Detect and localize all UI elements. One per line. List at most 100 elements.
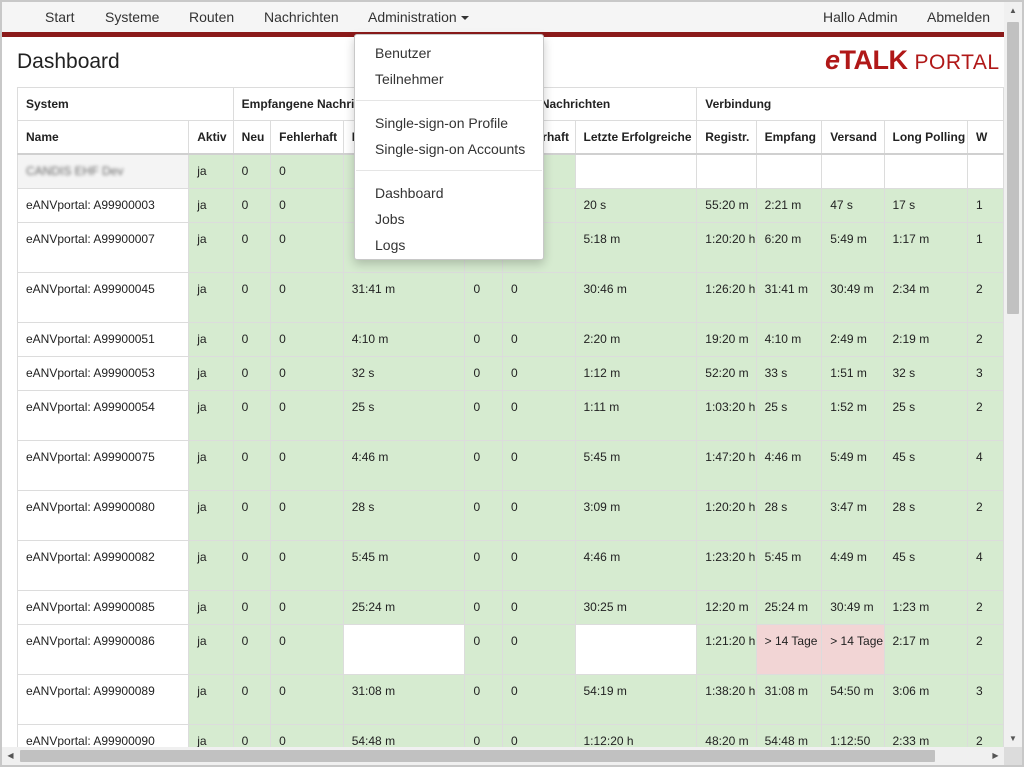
table-cell-e-neu: 0: [232, 272, 272, 323]
arrow-left-icon[interactable]: ◀: [7, 751, 14, 760]
table-cell-e-last: 31:08 m: [342, 674, 466, 725]
table-cell-aktiv: ja: [188, 153, 234, 189]
vertical-scroll-thumb[interactable]: [1007, 22, 1019, 314]
table-cell-name: eANVportal: A99900054: [16, 390, 190, 441]
nav-logout[interactable]: Abmelden: [927, 9, 991, 25]
column-header[interactable]: Fehlerhaft: [270, 120, 344, 155]
table-cell-versand: 5:49 m: [821, 222, 885, 273]
column-header[interactable]: Letzte Erfolgreiche: [574, 120, 698, 155]
menu-item-jobs[interactable]: Jobs: [375, 211, 405, 227]
table-cell-e-last: 28 s: [342, 490, 466, 541]
table-cell-name: eANVportal: A99900089: [16, 674, 190, 725]
table-cell-e-fehl: 0: [270, 540, 344, 591]
table-row: eANVportal: A99900080 ja 0 0 28 s 0 0 3:09 m 1:2…: [16, 490, 1004, 541]
table-cell-long-polling: 2:33 m: [883, 724, 968, 747]
horizontal-scrollbar[interactable]: ◀ ▶: [2, 747, 1004, 765]
table-cell-empfang: 2:21 m: [755, 188, 823, 223]
table-cell-e-fehl: 0: [270, 624, 344, 675]
table-cell-v-neu: 0: [464, 322, 503, 357]
column-header[interactable]: Empfang: [755, 120, 823, 155]
menu-item-sso-accounts[interactable]: Single-sign-on Accounts: [375, 141, 526, 157]
nav-systeme[interactable]: Systeme: [105, 9, 160, 25]
table-cell-w: 1: [967, 188, 1004, 223]
column-header[interactable]: Neu: [232, 120, 272, 155]
menu-item-dashboard[interactable]: Dashboard: [375, 185, 444, 201]
table-cell-v-last: 5:45 m: [574, 440, 698, 491]
table-cell-v-neu: 0: [464, 674, 503, 725]
table-cell-v-neu: 0: [464, 590, 503, 625]
top-navbar: Start Systeme Routen Nachrichten Adminis…: [2, 2, 1004, 37]
column-header[interactable]: W: [967, 120, 1004, 155]
table-cell-versand: 54:50 m: [821, 674, 885, 725]
table-cell-long-polling: 32 s: [883, 356, 968, 391]
table-cell-long-polling: 45 s: [883, 540, 968, 591]
nav-administration[interactable]: Administration: [368, 2, 469, 32]
column-header[interactable]: Aktiv: [188, 120, 234, 155]
table-cell-v-fehl: 0: [501, 322, 576, 357]
column-header[interactable]: Registr.: [696, 120, 757, 155]
table-cell-w: 2: [967, 490, 1004, 541]
arrow-right-icon[interactable]: ▶: [992, 751, 999, 760]
nav-routen[interactable]: Routen: [189, 9, 235, 25]
table-cell-v-last: 30:25 m: [574, 590, 698, 625]
table-row: eANVportal: A99900090 ja 0 0 54:48 m 0 0 1:12:2…: [16, 724, 1004, 747]
table-cell-w: 2: [967, 322, 1004, 357]
table-cell-registr: 48:20 m: [696, 724, 757, 747]
table-cell-e-neu: 0: [232, 540, 272, 591]
column-header[interactable]: Name: [16, 120, 190, 155]
table-cell-v-fehl: 0: [501, 624, 576, 675]
table-cell-w: 2: [967, 624, 1004, 675]
table-cell-e-fehl: 0: [270, 590, 344, 625]
table-cell-e-neu: 0: [232, 153, 272, 189]
table-cell-name: eANVportal: A99900082: [16, 540, 190, 591]
column-group-header: System: [17, 87, 234, 121]
column-group-header: Verbindung: [696, 87, 1004, 121]
table-cell-long-polling: 1:23 m: [883, 590, 968, 625]
table-cell-v-last: [574, 624, 698, 675]
horizontal-scroll-thumb[interactable]: [20, 750, 935, 762]
table-cell-empfang: 4:46 m: [755, 440, 823, 491]
table-cell-versand: 1:52 m: [821, 390, 885, 441]
table-cell-name: eANVportal: A99900053: [16, 356, 190, 391]
table-cell-v-last: 4:46 m: [574, 540, 698, 591]
table-cell-aktiv: ja: [188, 356, 234, 391]
menu-item-logs[interactable]: Logs: [375, 237, 406, 253]
table-cell-registr: 1:20:20 h: [696, 490, 757, 541]
table-cell-e-neu: 0: [232, 590, 272, 625]
brand-logo: eTALK PORTAL: [825, 45, 1000, 75]
nav-nachrichten[interactable]: Nachrichten: [264, 9, 339, 25]
column-header[interactable]: Versand: [821, 120, 885, 155]
table-cell-e-last: 25 s: [342, 390, 466, 441]
table-cell-v-fehl: 0: [501, 674, 576, 725]
table-cell-e-last: 31:41 m: [342, 272, 466, 323]
menu-item-sso-profile[interactable]: Single-sign-on Profile: [375, 115, 509, 131]
table-cell-registr: 1:23:20 h: [696, 540, 757, 591]
table-cell-registr: 12:20 m: [696, 590, 757, 625]
table-cell-e-neu: 0: [232, 356, 272, 391]
table-cell-v-fehl: 0: [501, 390, 576, 441]
table-cell-v-last: 3:09 m: [574, 490, 698, 541]
arrow-up-icon[interactable]: ▲: [1009, 6, 1017, 15]
table-cell-long-polling: 2:17 m: [883, 624, 968, 675]
table-cell-aktiv: ja: [188, 322, 234, 357]
table-cell-w: [967, 153, 1004, 189]
table-cell-v-neu: 0: [464, 540, 503, 591]
nav-administration-label: Administration: [368, 9, 457, 25]
table-cell-e-last: 32 s: [342, 356, 466, 391]
vertical-scrollbar[interactable]: ▲ ▼: [1004, 2, 1022, 747]
table-row: eANVportal: A99900085 ja 0 0 25:24 m 0 0 30:25 …: [16, 590, 1004, 625]
table-cell-e-fehl: 0: [270, 390, 344, 441]
arrow-down-icon[interactable]: ▼: [1009, 734, 1017, 743]
table-cell-empfang: 28 s: [755, 490, 823, 541]
table-cell-v-neu: 0: [464, 272, 503, 323]
browser-viewport: Start Systeme Routen Nachrichten Adminis…: [2, 2, 1004, 747]
table-cell-empfang: 5:45 m: [755, 540, 823, 591]
administration-dropdown-menu: Benutzer Teilnehmer Single-sign-on Profi…: [354, 34, 544, 260]
column-header[interactable]: Long Polling: [883, 120, 968, 155]
table-cell-name: eANVportal: A99900085: [16, 590, 190, 625]
menu-item-benutzer[interactable]: Benutzer: [375, 45, 432, 61]
menu-item-teilnehmer[interactable]: Teilnehmer: [375, 71, 444, 87]
table-cell-aktiv: ja: [188, 724, 234, 747]
nav-start[interactable]: Start: [45, 9, 75, 25]
